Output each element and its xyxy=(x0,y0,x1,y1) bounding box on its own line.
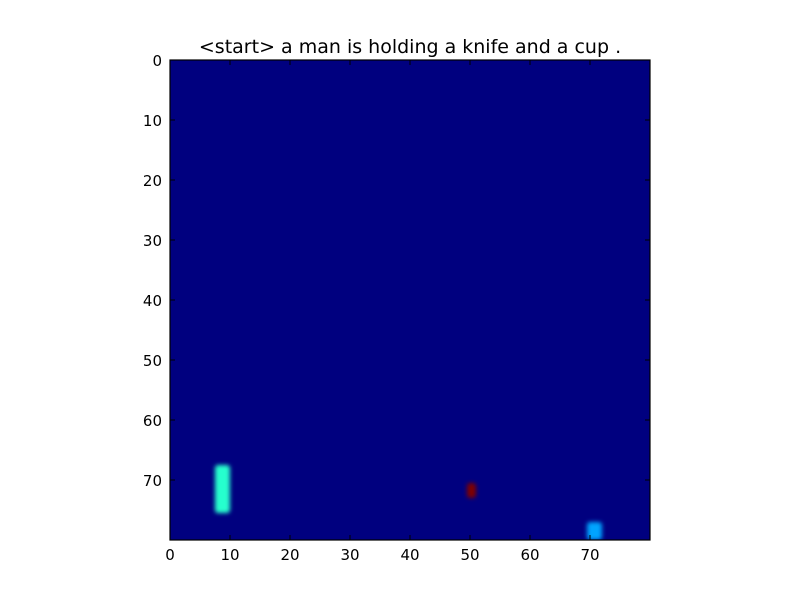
x-tick-label: 50 xyxy=(460,546,479,564)
y-tick-label: 0 xyxy=(152,52,162,70)
y-tick-label: 50 xyxy=(143,352,162,370)
heatmap-hotspot-1 xyxy=(215,465,230,513)
x-tick-label: 10 xyxy=(220,546,239,564)
x-tick-label: 40 xyxy=(400,546,419,564)
y-tick-label: 40 xyxy=(143,292,162,310)
x-tick-label: 60 xyxy=(520,546,539,564)
heatmap-hotspots xyxy=(215,465,602,540)
x-tick-label: 20 xyxy=(280,546,299,564)
y-axis: 0 10 20 30 40 50 60 70 xyxy=(143,52,650,490)
x-axis: 0 10 20 30 40 50 60 70 xyxy=(165,60,600,564)
chart-title: <start> a man is holding a knife and a c… xyxy=(199,36,621,58)
heatmap-hotspot-2 xyxy=(467,483,476,498)
heatmap-hotspot-3 xyxy=(587,522,602,540)
x-tick-label: 0 xyxy=(165,546,175,564)
y-tick-label: 70 xyxy=(143,472,162,490)
heatmap-background xyxy=(170,60,650,540)
y-tick-label: 10 xyxy=(143,112,162,130)
y-tick-label: 60 xyxy=(143,412,162,430)
y-tick-label: 30 xyxy=(143,232,162,250)
x-tick-label: 30 xyxy=(340,546,359,564)
x-tick-label: 70 xyxy=(580,546,599,564)
y-tick-label: 20 xyxy=(143,172,162,190)
